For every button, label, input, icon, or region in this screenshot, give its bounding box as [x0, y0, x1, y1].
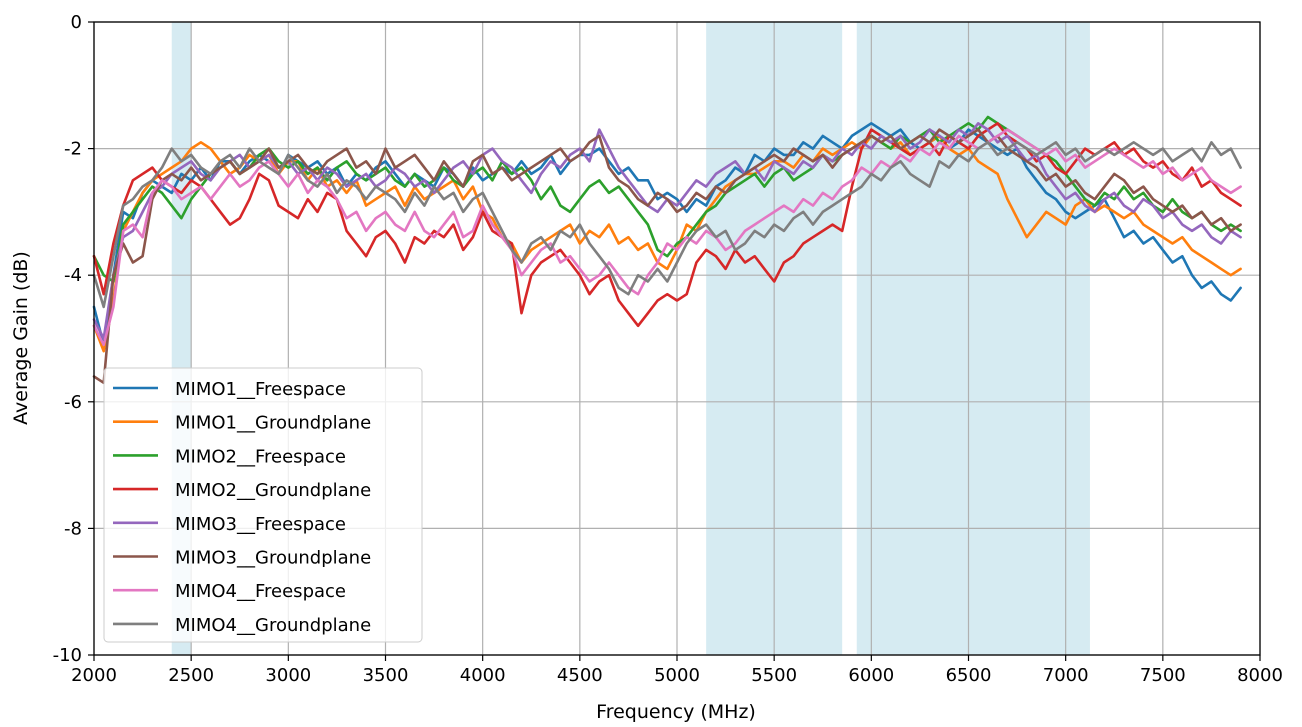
x-tick-label: 3500 [363, 665, 409, 686]
x-tick-label: 2500 [168, 665, 214, 686]
y-tick-label: -10 [53, 645, 82, 666]
y-tick-label: -8 [64, 518, 82, 539]
legend-label: MIMO4__Freespace [175, 581, 346, 602]
legend-label: MIMO1__Groundplane [175, 413, 371, 434]
legend-items: MIMO1__Freespace MIMO1__Groundplane MIMO2_… [113, 379, 371, 636]
y-tick-label: -2 [64, 139, 82, 160]
x-tick-label: 7000 [1043, 665, 1089, 686]
legend-label: MIMO4__Groundplane [175, 615, 371, 636]
x-tick-label: 6000 [848, 665, 894, 686]
x-axis-label: Frequency (MHz) [596, 701, 756, 723]
series-lines [92, 115, 1242, 385]
legend-label: MIMO3__Freespace [175, 514, 346, 535]
x-tick-label: 4500 [557, 665, 603, 686]
y-tick-label: 0 [71, 12, 82, 33]
legend-label: MIMO2__Groundplane [175, 480, 371, 501]
legend-box [103, 367, 423, 643]
legend: MIMO1__Freespace MIMO1__Groundplane MIMO2_… [103, 367, 423, 643]
shaded-band-3 [856, 22, 1090, 655]
x-tick-label: 7500 [1140, 665, 1186, 686]
legend-label: MIMO1__Freespace [175, 379, 346, 400]
series-line-mimo4-freespace [92, 128, 1242, 347]
y-axis-label: Average Gain (dB) [10, 251, 32, 425]
x-tick-label: 3000 [265, 665, 311, 686]
x-tick-label: 8000 [1237, 665, 1283, 686]
x-tick-label: 4000 [460, 665, 506, 686]
legend-label: MIMO2__Freespace [175, 446, 346, 467]
x-tick-label: 5000 [654, 665, 700, 686]
x-tick-label: 5500 [751, 665, 797, 686]
legend-label: MIMO3__Groundplane [175, 548, 371, 569]
y-tick-label: -4 [64, 265, 82, 286]
series-line-mimo2-groundplane [92, 122, 1242, 328]
x-axis-ticks: 2000 2500 3000 3500 4000 4500 5000 5500 6000 6500… [71, 655, 1283, 686]
series-line-mimo4-groundplane [92, 141, 1242, 309]
x-tick-label: 6500 [946, 665, 992, 686]
x-tick-label: 2000 [71, 665, 117, 686]
y-axis-ticks: 0 -2 -4 -6 -8 -10 [53, 12, 94, 666]
y-tick-label: -6 [64, 392, 82, 413]
